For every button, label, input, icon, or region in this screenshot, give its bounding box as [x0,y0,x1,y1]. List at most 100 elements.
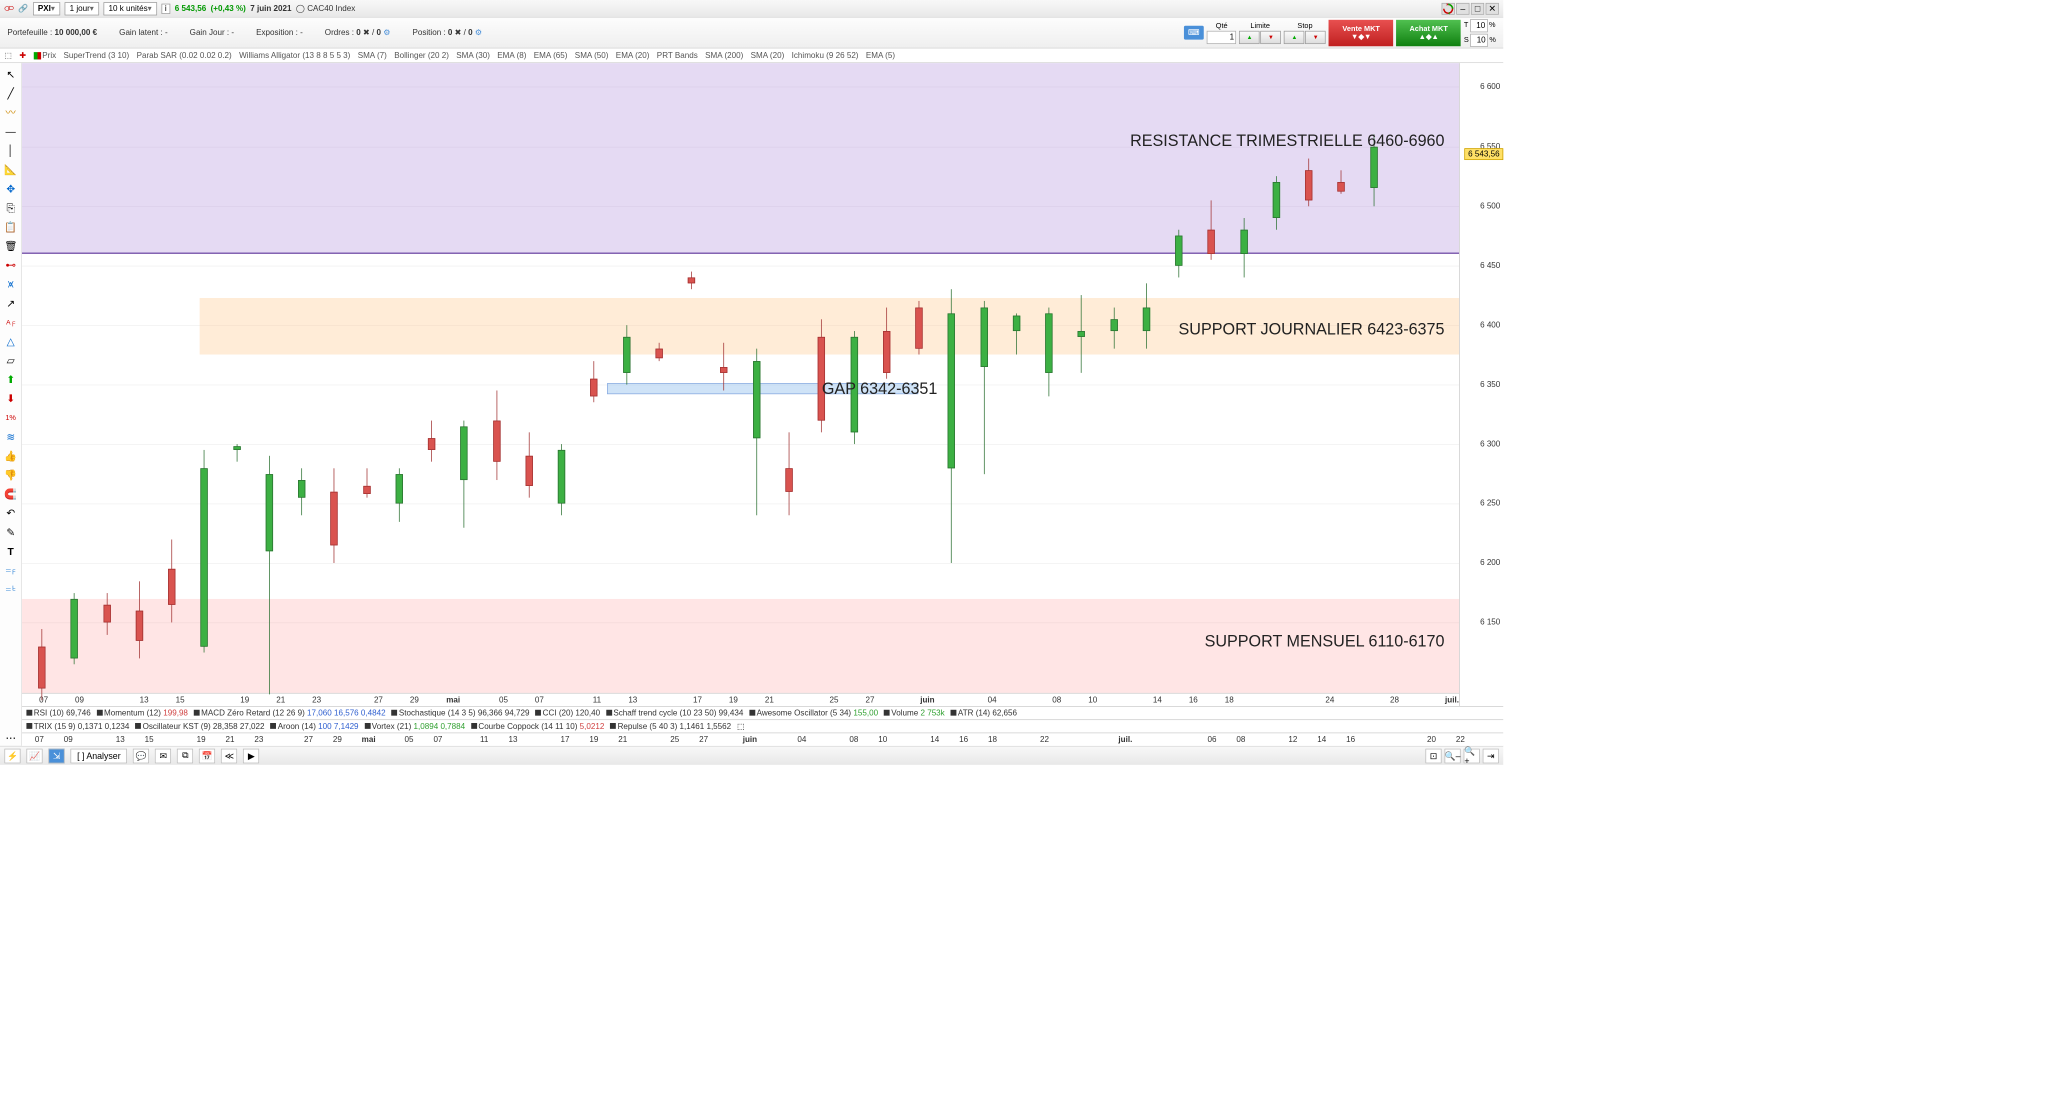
layers-icon[interactable]: ⧉ [177,748,193,763]
chart-area[interactable]: RESISTANCE TRIMESTRIELLE 6460-6960SUPPOR… [22,63,1503,746]
indicator-value[interactable]: Schaff trend cycle (10 23 50) 99,434 [606,709,743,718]
pct-icon[interactable]: 1% [3,410,19,426]
indicator-item[interactable]: SuperTrend (3 10) [64,51,130,60]
indicator-value[interactable]: MACD Zéro Retard (12 26 9) 17,060 16,576… [194,709,386,718]
indicator-item[interactable]: Williams Alligator (13 8 8 5 5 3) [239,51,350,60]
bottom-toolbar: ⚡ 📈 ⇲ [ ] Analyser 💬 ✉ ⧉ 📅 ≪ ▶ ⊡ 🔍– 🔍+ ⇥ [0,746,1503,765]
link-icon[interactable]: 🔗 [18,4,28,14]
left-icon[interactable]: ≪ [221,748,237,763]
end-icon[interactable]: ⇥ [1483,748,1499,763]
undo-icon[interactable]: ↶ [3,505,19,521]
indicator-item[interactable]: SMA (30) [456,51,490,60]
stop-dn[interactable] [1305,30,1326,43]
ruler-icon[interactable]: 📐 [3,161,19,177]
indicator-value[interactable]: Vortex (21) 1,0894 0,7884 [364,722,465,731]
indicator-value[interactable]: Awesome Oscillator (5 34) 155,00 [749,709,878,718]
cal-icon[interactable]: 📅 [199,748,215,763]
flag-icon[interactable]: ═╒ [3,562,19,578]
maximize-icon[interactable]: □ [1471,3,1484,15]
env-icon[interactable]: ✉ [155,748,171,763]
indicator-item[interactable]: EMA (8) [497,51,526,60]
zoom-in-icon[interactable]: 🔍+ [1464,748,1480,763]
minimize-icon[interactable]: – [1456,3,1469,15]
zoom-reset-icon[interactable]: ⊡ [1425,748,1441,763]
sell-mkt-button[interactable]: Vente MKT▼◆▼ [1329,19,1394,45]
indicator-item[interactable]: Bollinger (20 2) [394,51,449,60]
delete-icon[interactable]: 🗑 [3,238,19,254]
move-icon[interactable]: ✥ [3,181,19,197]
refresh-icon[interactable] [1442,3,1455,15]
channel-icon[interactable]: ▱ [3,352,19,368]
detach2-icon[interactable]: ⬚ [737,722,745,732]
limite-up[interactable] [1239,30,1260,43]
thumbup-icon[interactable]: 👍 [3,448,19,464]
hline-icon[interactable]: — [3,123,19,139]
curve-icon[interactable]: 〰 [3,104,19,120]
indicator-value[interactable]: Aroon (14) 100 7,1429 [270,722,358,731]
detach-icon[interactable]: ⬚ [4,51,12,61]
flag2-icon[interactable]: ═╘ [3,581,19,597]
cursor-icon[interactable]: ↖ [3,66,19,82]
lines-icon[interactable]: ≋ [3,429,19,445]
up-arrow-icon[interactable]: ⬆ [3,371,19,387]
indicator-item[interactable]: SMA (7) [358,51,387,60]
indicator-value[interactable]: Volume 2 753k [884,709,945,718]
line-icon[interactable]: ╱ [3,85,19,101]
analyser-button[interactable]: [ ] Analyser [70,748,127,763]
timeframe-select[interactable]: 1 jour [64,2,99,15]
abc-icon[interactable]: A╒ [3,314,19,330]
limite-dn[interactable] [1261,30,1282,43]
indicator-item[interactable]: Prix [33,51,56,60]
info-icon[interactable]: i [161,3,170,13]
indicator-item[interactable]: EMA (5) [866,51,895,60]
indicator-item[interactable]: SMA (200) [705,51,743,60]
indicator-item[interactable]: EMA (65) [534,51,568,60]
chart-icon[interactable]: 📈 [26,748,42,763]
indicator-item[interactable]: SMA (20) [751,51,785,60]
symbol-select[interactable]: PXI [33,2,60,15]
magnet-icon[interactable]: 🧲 [3,486,19,502]
dn-arrow-icon[interactable]: ⬇ [3,390,19,406]
text-icon[interactable]: T [3,543,19,559]
indicator-item[interactable]: Ichimoku (9 26 52) [792,51,859,60]
candle [719,343,729,391]
t-input[interactable] [1470,19,1488,32]
qty-input[interactable] [1207,30,1236,43]
indicator-item[interactable]: EMA (20) [616,51,650,60]
indicator-value[interactable]: TRIX (15 9) 0,1371 0,1234 [26,722,129,731]
dots-icon[interactable]: ⋯ [3,730,19,746]
share-icon[interactable]: ⇲ [48,748,64,763]
fib-icon[interactable]: ⩙ [3,276,19,292]
indicator-value[interactable]: Stochastique (14 3 5) 96,366 94,729 [391,709,529,718]
thumbdn-icon[interactable]: 👎 [3,467,19,483]
title-bar: ⫏⫐ 🔗 PXI 1 jour 10 k unités i 6 543,56 (… [0,0,1503,18]
stop-up[interactable] [1284,30,1305,43]
chat-icon[interactable]: 💬 [133,748,149,763]
triangle-icon[interactable]: △ [3,333,19,349]
keyboard-icon[interactable]: ⌨ [1184,26,1204,40]
indicator-item[interactable]: Parab SAR (0.02 0.02 0.2) [137,51,232,60]
close-icon[interactable]: ✕ [1486,3,1499,15]
indicator-item[interactable]: SMA (50) [575,51,609,60]
indicator-value[interactable]: Courbe Coppock (14 11 10) 5,0212 [471,722,604,731]
add-icon[interactable]: ✚ [19,51,26,61]
zoom-out-icon[interactable]: 🔍– [1445,748,1461,763]
units-select[interactable]: 10 k unités [103,2,156,15]
wand-icon[interactable]: ⚡ [4,748,20,763]
anchor-icon[interactable]: ⊷ [3,257,19,273]
indicator-value[interactable]: Momentum (12) 199,98 [97,709,188,718]
vline-icon[interactable]: │ [3,142,19,158]
indicator-value[interactable]: CCI (20) 120,40 [535,709,600,718]
indicator-value[interactable]: RSI (10) 69,746 [26,709,90,718]
indicator-value[interactable]: Repulse (5 40 3) 1,1461 1,5562 [610,722,731,731]
s-input[interactable] [1470,33,1488,46]
paste-icon[interactable]: 📋 [3,219,19,235]
buy-mkt-button[interactable]: Achat MKT▲◆▲ [1396,19,1461,45]
brush-icon[interactable]: ✎ [3,524,19,540]
arrow-icon[interactable]: ↗ [3,295,19,311]
indicator-value[interactable]: ATR (14) 62,656 [951,709,1017,718]
indicator-item[interactable]: PRT Bands [657,51,698,60]
indicator-value[interactable]: Oscillateur KST (9) 28,358 27,022 [135,722,264,731]
copy-icon[interactable]: ⎘ [3,200,19,216]
play-icon[interactable]: ▶ [243,748,259,763]
